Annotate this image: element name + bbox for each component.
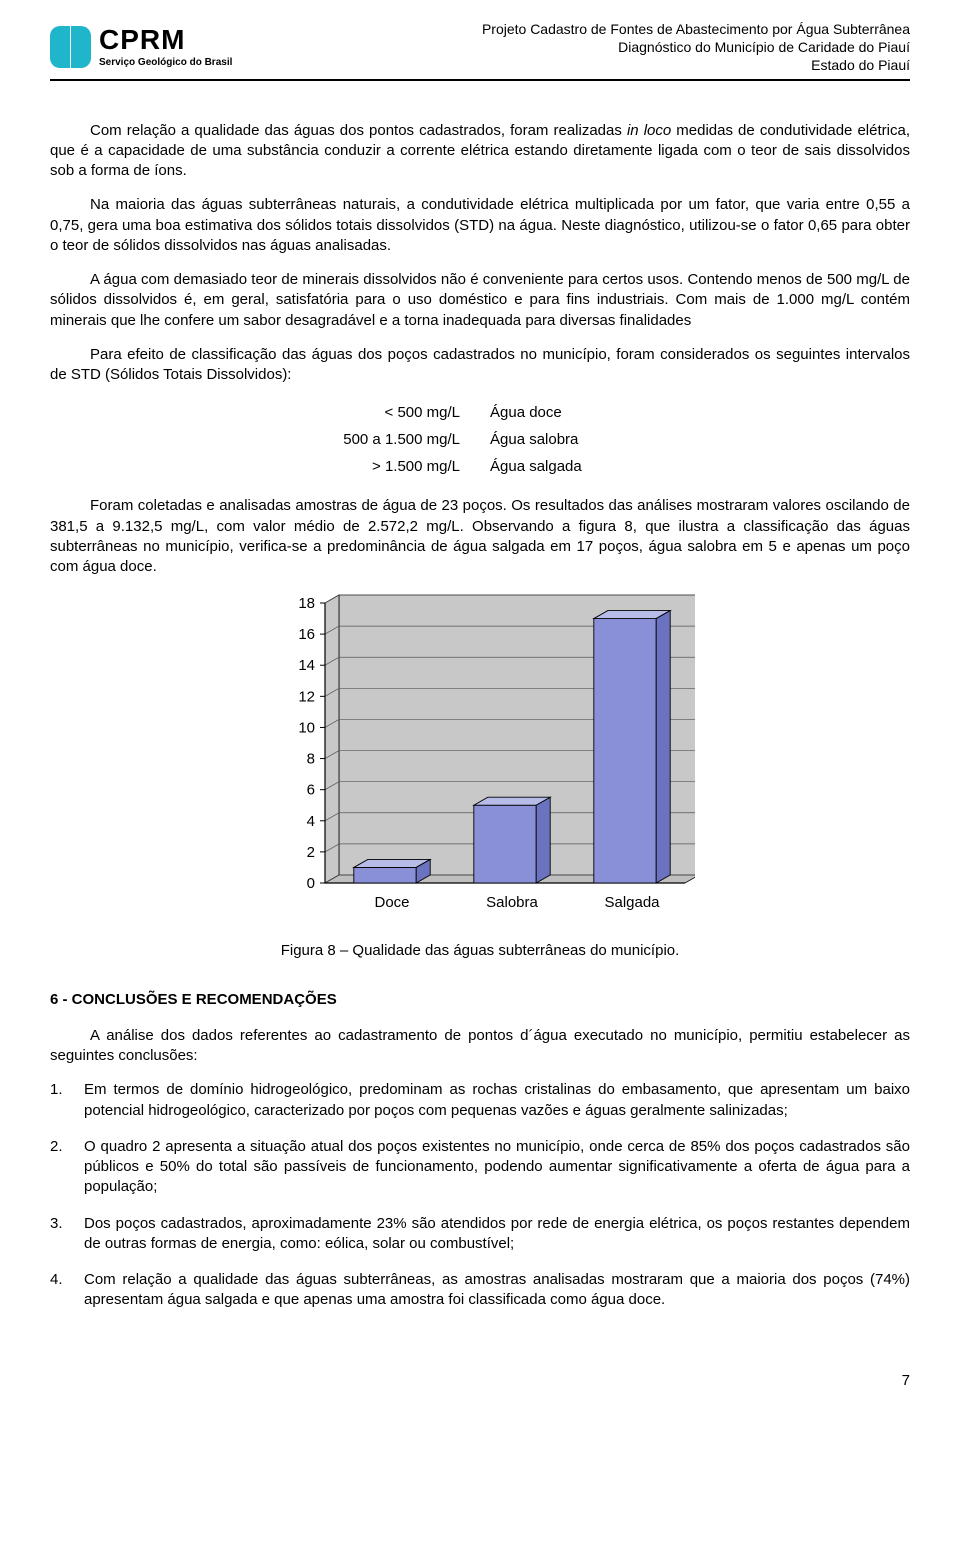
list-item: 2.O quadro 2 apresenta a situação atual … (50, 1137, 910, 1198)
list-text: Com relação a qualidade das águas subter… (84, 1270, 910, 1311)
logo-subtitle: Serviço Geológico do Brasil (99, 56, 232, 70)
svg-text:12: 12 (298, 689, 315, 706)
svg-text:4: 4 (307, 813, 315, 830)
list-text: Dos poços cadastrados, aproximadamente 2… (84, 1214, 910, 1255)
svg-text:16: 16 (298, 626, 315, 643)
range-cell: < 500 mg/L (260, 399, 490, 426)
label-cell: Água doce (490, 399, 562, 426)
svg-text:2: 2 (307, 844, 315, 861)
section-title-conclusions: 6 - CONCLUSÕES E RECOMENDAÇÕES (50, 990, 910, 1010)
header-line-2: Diagnóstico do Município de Caridade do … (482, 38, 910, 56)
svg-text:6: 6 (307, 782, 315, 799)
svg-text:Salgada: Salgada (604, 894, 660, 911)
p1-part-a: Com relação a qualidade das águas dos po… (90, 122, 627, 139)
label-cell: Água salobra (490, 426, 578, 453)
list-item: 4.Com relação a qualidade das águas subt… (50, 1270, 910, 1311)
cprm-logo-icon (50, 26, 91, 68)
svg-text:Doce: Doce (374, 894, 409, 911)
list-number: 1. (50, 1080, 84, 1121)
document-body: Com relação a qualidade das águas dos po… (50, 121, 910, 1311)
range-cell: > 1.500 mg/L (260, 453, 490, 480)
range-cell: 500 a 1.500 mg/L (260, 426, 490, 453)
conclusions-intro: A análise dos dados referentes ao cadast… (50, 1026, 910, 1067)
figure-caption: Figura 8 – Qualidade das águas subterrân… (50, 941, 910, 961)
page-header: CPRM Serviço Geológico do Brasil Projeto… (50, 20, 910, 81)
table-row: > 1.500 mg/L Água salgada (260, 453, 700, 480)
list-number: 2. (50, 1137, 84, 1198)
svg-text:18: 18 (298, 595, 315, 612)
chart-svg: 0 2 4 6 8 10 12 14 16 18 Doce Salobra Salgada (265, 593, 695, 923)
paragraph-3: A água com demasiado teor de minerais di… (50, 270, 910, 331)
table-row: 500 a 1.500 mg/L Água salobra (260, 426, 700, 453)
conclusions-list: 1.Em termos de domínio hidrogeológico, p… (50, 1080, 910, 1310)
svg-text:8: 8 (307, 751, 315, 768)
paragraph-1: Com relação a qualidade das águas dos po… (50, 121, 910, 182)
list-item: 3.Dos poços cadastrados, aproximadamente… (50, 1214, 910, 1255)
header-project-info: Projeto Cadastro de Fontes de Abastecime… (482, 20, 910, 75)
logo-block: CPRM Serviço Geológico do Brasil (50, 26, 232, 70)
svg-text:10: 10 (298, 720, 315, 737)
svg-text:Salobra: Salobra (486, 894, 538, 911)
page-number: 7 (50, 1371, 910, 1391)
p1-italic: in loco (627, 122, 671, 139)
header-line-3: Estado do Piauí (482, 56, 910, 74)
paragraph-2: Na maioria das águas subterrâneas natura… (50, 195, 910, 256)
std-classification-table: < 500 mg/L Água doce 500 a 1.500 mg/L Ág… (260, 399, 700, 480)
label-cell: Água salgada (490, 453, 582, 480)
svg-text:0: 0 (307, 875, 315, 892)
list-number: 4. (50, 1270, 84, 1311)
list-text: O quadro 2 apresenta a situação atual do… (84, 1137, 910, 1198)
list-item: 1.Em termos de domínio hidrogeológico, p… (50, 1080, 910, 1121)
paragraph-5: Foram coletadas e analisadas amostras de… (50, 496, 910, 577)
logo-text: CPRM Serviço Geológico do Brasil (99, 26, 232, 70)
list-number: 3. (50, 1214, 84, 1255)
header-line-1: Projeto Cadastro de Fontes de Abastecime… (482, 20, 910, 38)
svg-text:14: 14 (298, 658, 315, 675)
paragraph-4: Para efeito de classificação das águas d… (50, 345, 910, 386)
list-text: Em termos de domínio hidrogeológico, pre… (84, 1080, 910, 1121)
table-row: < 500 mg/L Água doce (260, 399, 700, 426)
water-quality-chart: 0 2 4 6 8 10 12 14 16 18 Doce Salobra Salgada (265, 593, 695, 923)
logo-title: CPRM (99, 26, 185, 54)
